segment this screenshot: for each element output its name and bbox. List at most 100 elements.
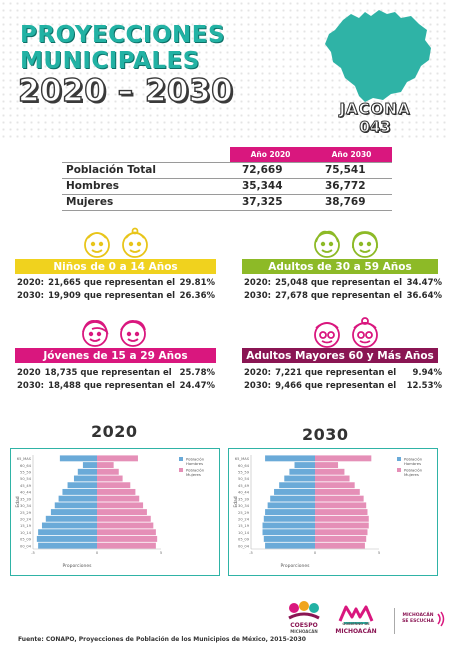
stat-text: 21,665 que representan el — [48, 278, 176, 288]
pyramid-bar — [73, 475, 97, 482]
age-tick-label: 15_19 — [238, 524, 250, 528]
title-years: 2020 – 2030 — [17, 72, 234, 109]
age-tick-label: 40_44 — [238, 491, 250, 495]
age-tick-label: 30_34 — [20, 504, 32, 508]
children-icon — [84, 227, 148, 258]
pyramid-bar — [315, 468, 345, 475]
municipality-name: JACONA — [339, 100, 411, 119]
pyramid-bar — [265, 542, 315, 549]
row-label: Población Total — [62, 161, 230, 179]
pyramid-bar — [97, 535, 158, 542]
stat-adultos-2020: 2020: 25,048 que representan el 34.47% — [244, 278, 442, 288]
coespo-logo-icon — [288, 601, 320, 620]
age-tick-label: 35_39 — [20, 497, 32, 501]
legend-swatch — [179, 457, 183, 461]
stat-year: 2030: — [17, 291, 45, 301]
logo-divider — [394, 608, 395, 634]
pyramid-bar — [97, 482, 131, 489]
age-tick-label: 65_MAS — [235, 457, 250, 461]
stat-year: 2020 — [17, 368, 41, 378]
age-tick-label: 10_14 — [20, 531, 32, 535]
age-tick-label: 15_19 — [20, 524, 32, 528]
pyramid-bar — [267, 502, 315, 509]
banner-ninos-title: Niños de 0 a 14 Años — [53, 260, 178, 273]
age-tick-label: 30_34 — [238, 504, 250, 508]
pyramid-bar — [315, 455, 372, 462]
x-tick-label: 0 — [96, 551, 99, 555]
pyramid-bar — [97, 542, 156, 549]
pyramid-bar — [315, 535, 367, 542]
col-header-2020: Año 2020 — [230, 147, 311, 162]
municipality-code: 043 — [359, 118, 391, 137]
pyramid-bar — [54, 502, 97, 509]
pyramid-bar — [97, 488, 136, 495]
stat-jovenes-2020: 2020 18,735 que representan el 25.78% — [17, 368, 215, 378]
pyramid-bar — [97, 468, 119, 475]
municipality-map-icon — [325, 10, 431, 102]
banner-ninos: Niños de 0 a 14 Años — [15, 259, 216, 274]
sound-waves-icon — [437, 611, 445, 627]
pyramid-bar — [315, 462, 339, 469]
x-tick-label: 5 — [160, 551, 162, 555]
pyramid-bar — [279, 482, 315, 489]
age-tick-label: 25_29 — [20, 511, 32, 515]
pyramid-bar — [265, 455, 315, 462]
youth-icon — [82, 320, 146, 347]
stat-year: 2020: — [244, 368, 272, 378]
age-tick-label: 25_29 — [238, 511, 250, 515]
stat-text: 18,488 que representan el — [48, 381, 176, 391]
value-2030: 36,772 — [311, 178, 392, 195]
age-tick-label: 65_MAS — [17, 457, 32, 461]
population-table: Año 2020 Año 2030 Población Total 72,669… — [62, 147, 392, 211]
age-tick-label: 50_54 — [238, 477, 250, 481]
stat-year: 2030: — [17, 381, 45, 391]
pyramid-bar — [97, 502, 144, 509]
table-row: Mujeres 37,325 38,769 — [62, 194, 392, 211]
pyramid-title-2020: 2020 — [91, 422, 138, 441]
stat-pct: 12.53% — [406, 381, 442, 391]
coespo-logo-text: COESPO — [290, 622, 318, 629]
stat-text: 9,466 que representan el — [275, 381, 397, 391]
legend-label: Población — [404, 468, 423, 473]
escucha-logo-line1: MICHOACÁN — [402, 613, 434, 618]
x-tick-label: -5 — [249, 551, 253, 555]
pyramid-bar — [97, 522, 154, 529]
stat-year: 2020: — [244, 278, 272, 288]
legend-label: Población — [186, 468, 205, 473]
banner-jovenes: Jóvenes de 15 a 29 Años — [15, 348, 216, 363]
value-2020: 35,344 — [230, 178, 311, 195]
value-2030: 38,769 — [311, 194, 392, 211]
stat-text: 27,678 que representan el — [275, 291, 403, 301]
age-tick-label: 05_09 — [20, 538, 32, 542]
x-axis-label: Proporciones — [63, 563, 93, 569]
adults-icon — [314, 230, 378, 258]
legend-label: Mujeres — [404, 472, 419, 477]
stat-text: 25,048 que representan el — [275, 278, 403, 288]
source-footer: Fuente: CONAPO, Proyecciones de Població… — [18, 636, 306, 643]
x-axis-label: Proporciones — [281, 563, 311, 569]
title-line-2: MUNICIPALES — [20, 48, 200, 74]
banner-adultos-title: Adultos de 30 a 59 Años — [268, 260, 412, 273]
stat-pct: 9.94% — [412, 368, 443, 378]
stat-ninos-2030: 2030: 19,909 que representan el 26.36% — [17, 291, 215, 301]
banner-mayores-title: Adultos Mayores 60 y Más Años — [246, 349, 434, 362]
pyramid-bar — [67, 482, 97, 489]
pyramid-bar — [45, 515, 97, 522]
age-tick-label: 40_44 — [20, 491, 32, 495]
legend-swatch — [397, 457, 401, 461]
pyramid-bar — [62, 488, 97, 495]
row-label: Mujeres — [62, 194, 230, 211]
legend-label: Población — [404, 457, 423, 462]
stat-text: 7,221 que representan el — [275, 368, 397, 378]
stat-adultos-2030: 2030: 27,678 que representan el 36.64% — [244, 291, 442, 301]
pyramid-bar — [97, 529, 156, 536]
age-tick-label: 50_54 — [20, 477, 32, 481]
seniors-icon — [314, 317, 378, 348]
pyramid-title-2030: 2030 — [302, 425, 349, 444]
pyramid-bar — [262, 522, 315, 529]
x-tick-label: -5 — [31, 551, 35, 555]
pyramid-bar — [77, 468, 97, 475]
y-axis-label: Edad — [233, 496, 239, 507]
pyramid-frame-2020: 65_MAS 60_64 55_59 50_54 45_49 40_44 35_39 30_3… — [10, 448, 220, 576]
stat-year: 2030: — [244, 291, 272, 301]
